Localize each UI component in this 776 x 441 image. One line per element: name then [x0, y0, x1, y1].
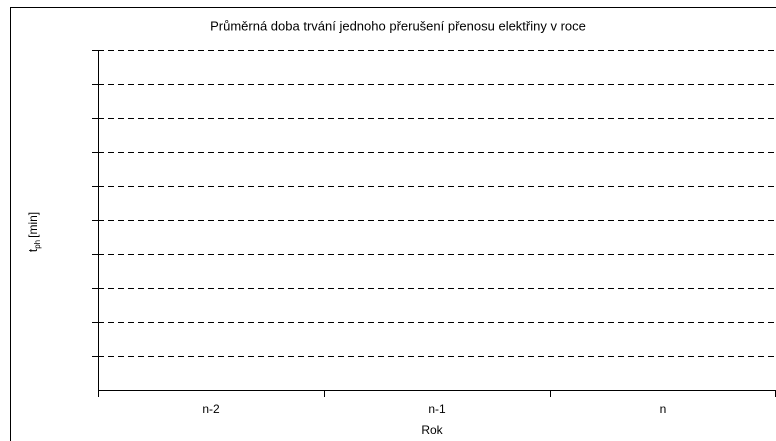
x-tick-label: n-2 — [202, 402, 220, 416]
grid — [98, 50, 776, 357]
x-tick-label: n-1 — [428, 402, 446, 416]
y-label-base: t — [26, 248, 40, 252]
y-label-sub: ph — [33, 240, 42, 249]
x-axis-label: Rok — [421, 423, 443, 437]
chart-border — [10, 7, 776, 441]
x-tick-label: n — [660, 402, 667, 416]
chart-title: Průměrná doba trvání jednoho přerušení p… — [210, 18, 586, 33]
y-label-unit: [min] — [26, 212, 40, 238]
y-axis-label: tph [min] — [26, 212, 42, 252]
